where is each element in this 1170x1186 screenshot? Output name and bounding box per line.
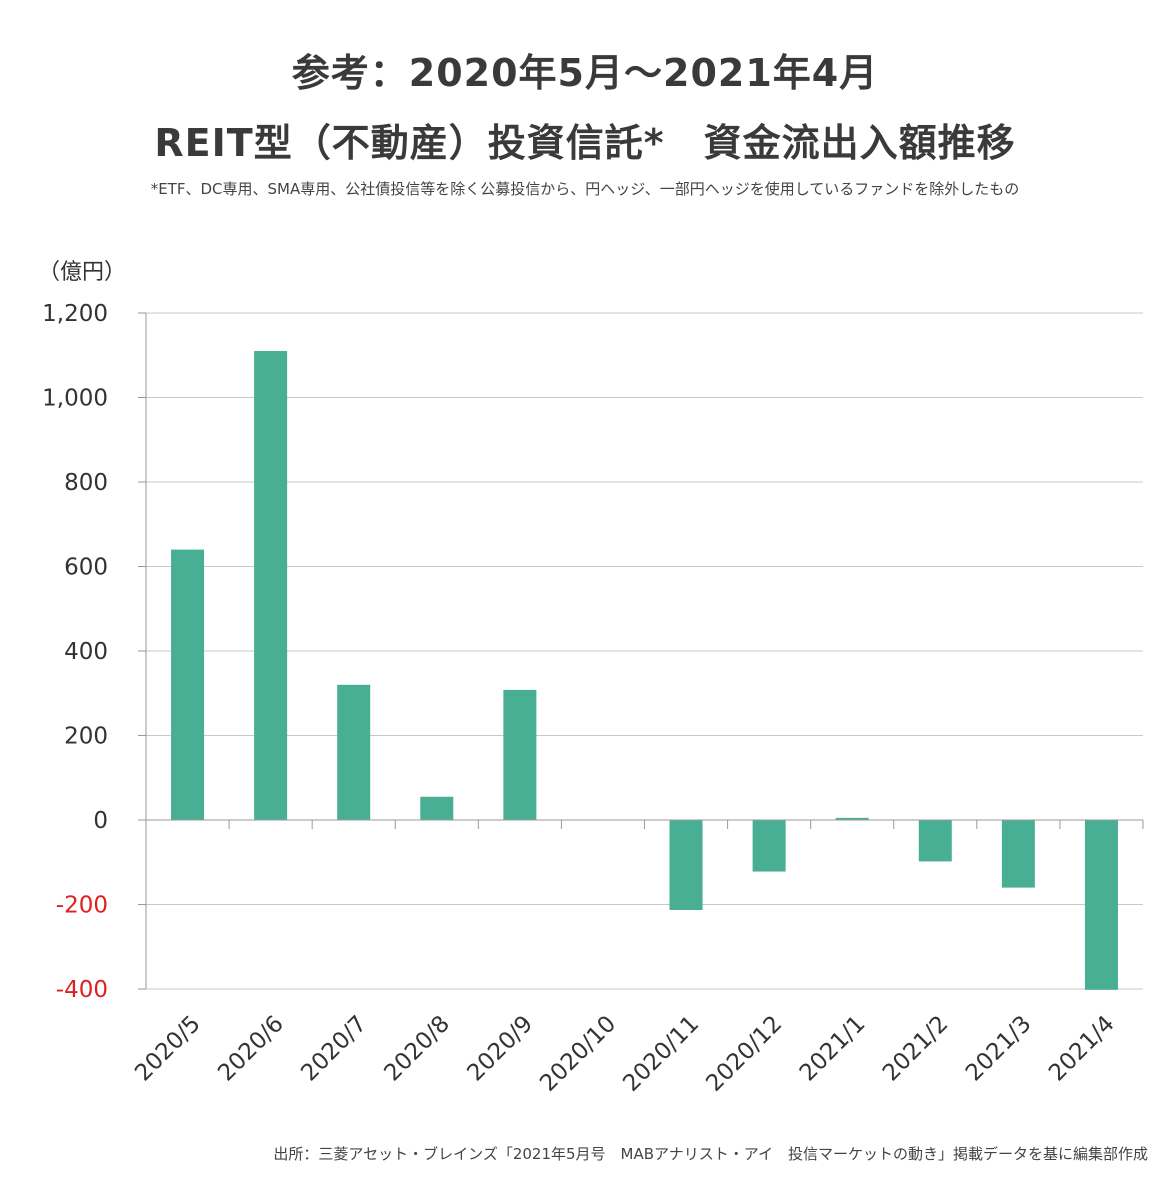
x-tick-label: 2020/6 [213,1011,289,1087]
bar-2020-8 [420,796,454,820]
y-tick-label: -200 [56,893,108,919]
bar-2020-5 [171,549,205,820]
x-tick-label: 2021/4 [1044,1011,1120,1087]
y-tick-label: 1,200 [42,301,108,327]
x-tick-label: 2020/7 [296,1011,372,1087]
x-tick-label: 2021/2 [878,1011,954,1087]
y-tick-label: 800 [64,470,108,496]
y-tick-label: 200 [64,724,108,750]
x-tick-label: 2020/5 [130,1011,206,1087]
bar-2021-4 [1084,820,1118,990]
bar-2021-3 [1001,820,1035,888]
x-tick-label: 2020/8 [379,1011,455,1087]
y-tick-label: 400 [64,639,108,665]
x-tick-label: 2020/12 [701,1011,787,1097]
bar-2020-12 [752,820,786,872]
chart-footnote: *ETF、DC専用、SMA専用、公社債投信等を除く公募投信から、円ヘッジ、一部円… [150,180,1020,198]
bar-2021-1 [835,817,869,820]
bar-2020-9 [503,689,537,820]
x-tick-label: 2021/1 [795,1011,871,1087]
bar-2021-2 [918,820,952,862]
chart-title-line1: 参考：2020年5月～2021年4月 [291,51,879,95]
bar-2020-7 [337,684,371,820]
x-tick-label: 2021/3 [961,1011,1037,1087]
chart-title-line2: REIT型（不動産）投資信託* 資金流出入額推移 [154,121,1016,165]
x-tick-label: 2020/11 [618,1011,704,1097]
y-tick-label: -400 [56,977,108,1003]
x-tick-label: 2020/10 [535,1011,621,1097]
x-tick-label: 2020/9 [463,1011,539,1087]
y-tick-label: 600 [64,555,108,581]
y-tick-label: 1,000 [42,386,108,412]
y-axis-unit-label: （億円） [38,260,127,285]
source-note: 出所：三菱アセット・ブレインズ「2021年5月号 MABアナリスト・アイ 投信マ… [273,1145,1148,1163]
bar-2020-11 [669,820,703,910]
y-tick-label: 0 [93,808,108,834]
bar-2020-6 [254,351,288,820]
